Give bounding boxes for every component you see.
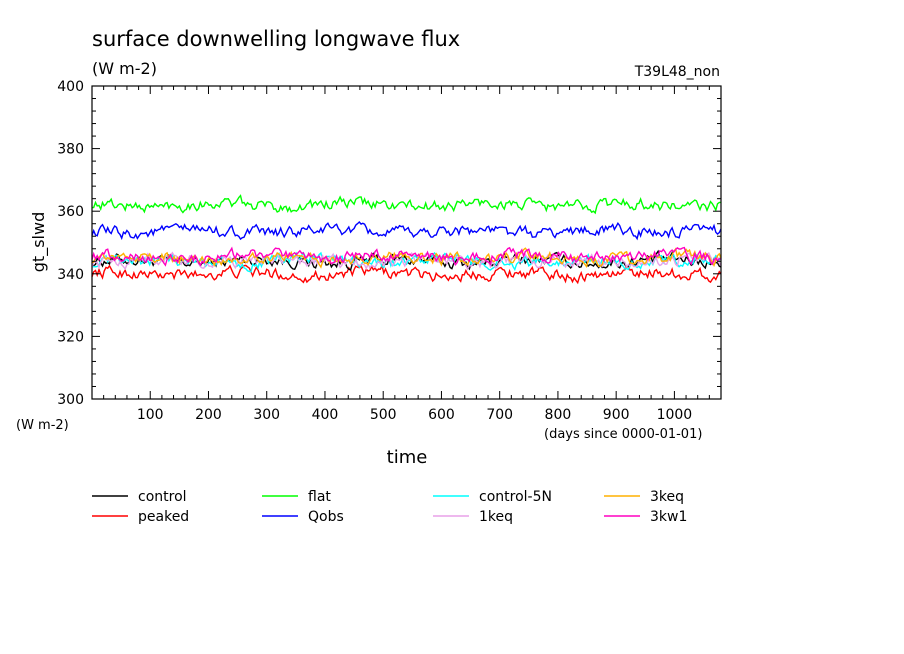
y-tick-label: 380 <box>57 142 84 158</box>
y-tick-label: 400 <box>57 79 84 95</box>
series-line-Qobs <box>91 220 722 241</box>
axes-layer: 300 320 340 360 380 400 100 200 300 400 500 600 700 8… <box>57 79 722 423</box>
legend-label-1keq: 1keq <box>479 509 513 525</box>
x-tick-label: 500 <box>370 407 397 423</box>
y-tick-label: 360 <box>57 204 84 220</box>
x-tick-label: 100 <box>137 407 164 423</box>
y-tick-label: 300 <box>57 392 84 408</box>
legend: control peaked flat Qobs control-5N 1keq 3keq 3… <box>92 489 687 525</box>
legend-label-control: control <box>138 489 187 505</box>
y-axis-label: gt_slwd <box>29 212 49 272</box>
x-tick-label: 200 <box>195 407 222 423</box>
x-axis-unit: (days since 0000-01-01) <box>544 427 702 442</box>
x-tick-label: 800 <box>545 407 572 423</box>
y-tick-label: 340 <box>57 267 84 283</box>
x-tick-label: 900 <box>603 407 630 423</box>
series-line-3kw1 <box>91 246 722 267</box>
legend-label-control-5N: control-5N <box>479 489 552 505</box>
y-axis-unit: (W m-2) <box>16 418 69 433</box>
run-label: T39L48_non <box>634 64 720 80</box>
series-line-flat <box>91 194 721 215</box>
legend-label-3kw1: 3kw1 <box>650 509 687 525</box>
x-tick-label: 700 <box>486 407 513 423</box>
x-tick-label: 300 <box>253 407 280 423</box>
x-tick-label: 600 <box>428 407 455 423</box>
legend-label-Qobs: Qobs <box>308 509 344 525</box>
legend-label-3keq: 3keq <box>650 489 684 505</box>
x-tick-label: 1000 <box>657 407 693 423</box>
legend-label-peaked: peaked <box>138 509 189 525</box>
series-layer <box>91 194 722 285</box>
legend-label-flat: flat <box>308 489 331 505</box>
series-line-peaked <box>91 263 722 285</box>
chart-title: surface downwelling longwave flux <box>92 27 460 51</box>
y-tick-label: 320 <box>57 329 84 345</box>
plot-frame <box>91 85 722 400</box>
x-tick-label: 400 <box>312 407 339 423</box>
x-axis-label: time <box>387 447 428 468</box>
chart-subtitle: (W m-2) <box>92 59 157 78</box>
